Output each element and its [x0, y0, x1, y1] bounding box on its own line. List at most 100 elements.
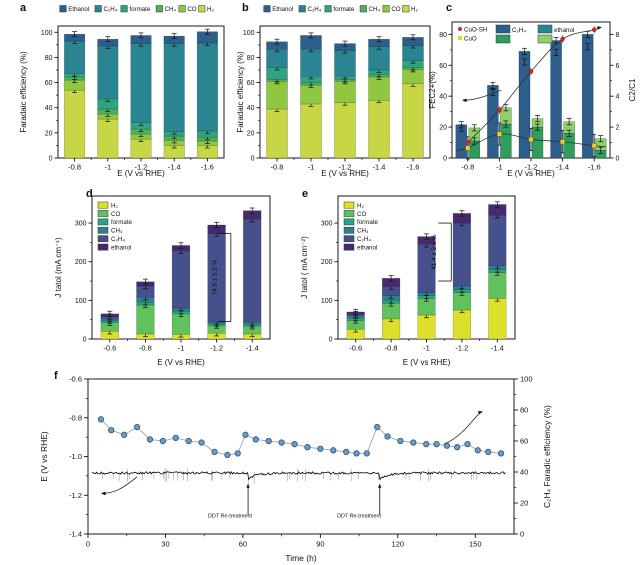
svg-text:80: 80: [45, 55, 53, 62]
svg-text:ethanol: ethanol: [111, 244, 131, 251]
svg-text:0: 0: [616, 156, 620, 163]
svg-text:80: 80: [520, 406, 528, 415]
svg-text:200: 200: [321, 259, 333, 266]
panel-c-letter: c: [446, 2, 453, 14]
svg-text:-0.8: -0.8: [139, 344, 152, 353]
svg-text:CH₄: CH₄: [111, 228, 123, 235]
svg-text:-0.8: -0.8: [68, 163, 81, 172]
svg-text:E (V vs RHE): E (V vs RHE): [321, 169, 369, 178]
svg-text:200: 200: [75, 259, 87, 266]
panel-e: 0 100 200 300 -0.6 -0.8 -1 -1.2 -1.4 E (V vs RHE)…: [296, 182, 546, 367]
panel-f-letter: f: [54, 370, 58, 382]
svg-text:-0.8: -0.8: [271, 163, 284, 172]
svg-text:E (V vs RHE): E (V vs RHE): [39, 431, 49, 482]
panel-c-chart: 0 20 40 60 80 0 2 4 6 8 -0.8 -1 -1.2 -1.4 -1.6 E (V vs …: [428, 21, 637, 178]
svg-text:C2/C1: C2/C1: [628, 78, 637, 101]
svg-text:120: 120: [392, 540, 405, 549]
svg-text:C₂H₄: C₂H₄: [103, 6, 117, 13]
svg-text:-1.4: -1.4: [491, 344, 504, 353]
svg-text:J tatol ( mA cm⁻²): J tatol ( mA cm⁻²): [300, 236, 309, 299]
svg-text:-1.2: -1.2: [455, 344, 468, 353]
svg-text:CuO: CuO: [464, 35, 477, 42]
svg-text:Faradaic efficiency (%): Faradaic efficiency (%): [236, 51, 245, 133]
svg-text:-1.4: -1.4: [373, 163, 386, 172]
svg-text:Ethanol: Ethanol: [272, 6, 293, 13]
svg-text:90: 90: [316, 540, 324, 549]
panel-d-chart: 0 100 200 300 -0.6 -0.8 -1 -1.2 -1.4 E (V vs RHE)…: [54, 195, 271, 367]
svg-text:Time (h): Time (h): [285, 553, 316, 563]
svg-text:C₂H₄: C₂H₄: [307, 6, 321, 13]
svg-text:0: 0: [443, 156, 447, 163]
svg-text:100: 100: [75, 298, 87, 305]
svg-text:80: 80: [247, 55, 255, 62]
svg-text:6: 6: [616, 63, 620, 70]
svg-text:H₂: H₂: [207, 6, 214, 13]
svg-text:-1.2: -1.2: [69, 491, 82, 500]
svg-text:40: 40: [520, 468, 528, 477]
panel-b-chart: 0 20 40 60 80 100 -0.8 -1 -1.2 -1.4 -1.6 E (V vs RH…: [236, 5, 431, 178]
svg-text:150: 150: [469, 540, 482, 549]
svg-text:40: 40: [247, 105, 255, 112]
svg-text:-0.6: -0.6: [349, 344, 362, 353]
svg-text:E (V vs RHE): E (V vs RHE): [157, 358, 205, 367]
svg-text:C₂H₄: C₂H₄: [357, 236, 371, 243]
svg-text:-0.6: -0.6: [69, 375, 82, 384]
svg-text:E (V vs RHE): E (V vs RHE): [117, 169, 165, 178]
svg-text:-0.8: -0.8: [385, 344, 398, 353]
svg-text:formate: formate: [357, 219, 379, 226]
svg-text:41.4 ± 2.6 %: 41.4 ± 2.6 %: [431, 234, 438, 270]
svg-text:-1.2: -1.2: [135, 163, 148, 172]
svg-text:CO: CO: [111, 211, 120, 218]
svg-text:40: 40: [439, 94, 447, 101]
svg-text:Faradaic efficiency (%): Faradaic efficiency (%): [19, 51, 28, 133]
svg-text:CH₄: CH₄: [165, 6, 177, 13]
svg-text:60: 60: [439, 63, 447, 70]
panel-e-letter: e: [302, 188, 309, 200]
svg-text:H₂: H₂: [357, 202, 364, 209]
panel-f: -0.6 -0.8 -1.0 -1.2 -1.4 0 20 40 60 80 100 0 30 60 90 1…: [30, 367, 632, 565]
svg-text:-1.4: -1.4: [556, 163, 569, 172]
svg-text:-1: -1: [496, 163, 503, 172]
svg-text:Ethanol: Ethanol: [68, 6, 89, 13]
svg-text:CuO-SH: CuO-SH: [464, 26, 487, 33]
svg-text:CO: CO: [357, 211, 366, 218]
svg-text:-0.8: -0.8: [461, 163, 474, 172]
svg-text:CO: CO: [391, 6, 400, 13]
svg-text:-1.0: -1.0: [69, 452, 82, 461]
svg-text:60: 60: [45, 80, 53, 87]
svg-text:CH₄: CH₄: [357, 228, 369, 235]
svg-text:-1.2: -1.2: [210, 344, 223, 353]
svg-text:-1.2: -1.2: [525, 163, 538, 172]
svg-text:DDT Re-treatment: DDT Re-treatment: [337, 514, 381, 520]
svg-text:H₂: H₂: [411, 6, 418, 13]
svg-text:CH₄: CH₄: [369, 6, 381, 13]
svg-text:300: 300: [321, 221, 333, 228]
svg-text:-1: -1: [104, 163, 111, 172]
svg-text:-1.6: -1.6: [407, 163, 420, 172]
svg-text:H₂: H₂: [111, 202, 118, 209]
svg-text:formate: formate: [333, 6, 355, 13]
svg-text:-1: -1: [178, 344, 185, 353]
svg-text:-0.8: -0.8: [69, 413, 82, 422]
svg-text:-1.4: -1.4: [168, 163, 181, 172]
svg-text:30: 30: [161, 540, 169, 549]
panel-a-letter: a: [20, 2, 27, 14]
svg-text:-1.6: -1.6: [588, 163, 601, 172]
svg-text:-1.4: -1.4: [246, 344, 259, 353]
svg-text:-1.2: -1.2: [339, 163, 352, 172]
svg-text:C₂H₄: C₂H₄: [512, 27, 526, 34]
svg-text:0: 0: [49, 156, 53, 163]
svg-text:100: 100: [321, 298, 333, 305]
svg-text:300: 300: [75, 221, 87, 228]
svg-text:20: 20: [247, 130, 255, 137]
panel-a-chart: 0 20 40 60 80 100 -0.8 -1 -1.2 -1.4 -1.6 E (V vs RH…: [19, 5, 225, 178]
panel-d: 0 100 200 300 -0.6 -0.8 -1 -1.2 -1.4 E (V vs RHE)…: [50, 182, 300, 367]
svg-text:formate: formate: [111, 219, 133, 226]
panel-b-letter: b: [242, 2, 249, 14]
svg-text:CO: CO: [187, 6, 196, 13]
svg-text:60: 60: [520, 437, 528, 446]
svg-text:2: 2: [616, 125, 620, 132]
svg-text:74.5 ± 5.2 %: 74.5 ± 5.2 %: [212, 259, 219, 295]
svg-text:C₂H₄ Faradic efficiency (%): C₂H₄ Faradic efficiency (%): [542, 405, 552, 508]
panel-a: 0 20 40 60 80 100 -0.8 -1 -1.2 -1.4 -1.6 E (V vs RH…: [16, 0, 230, 178]
